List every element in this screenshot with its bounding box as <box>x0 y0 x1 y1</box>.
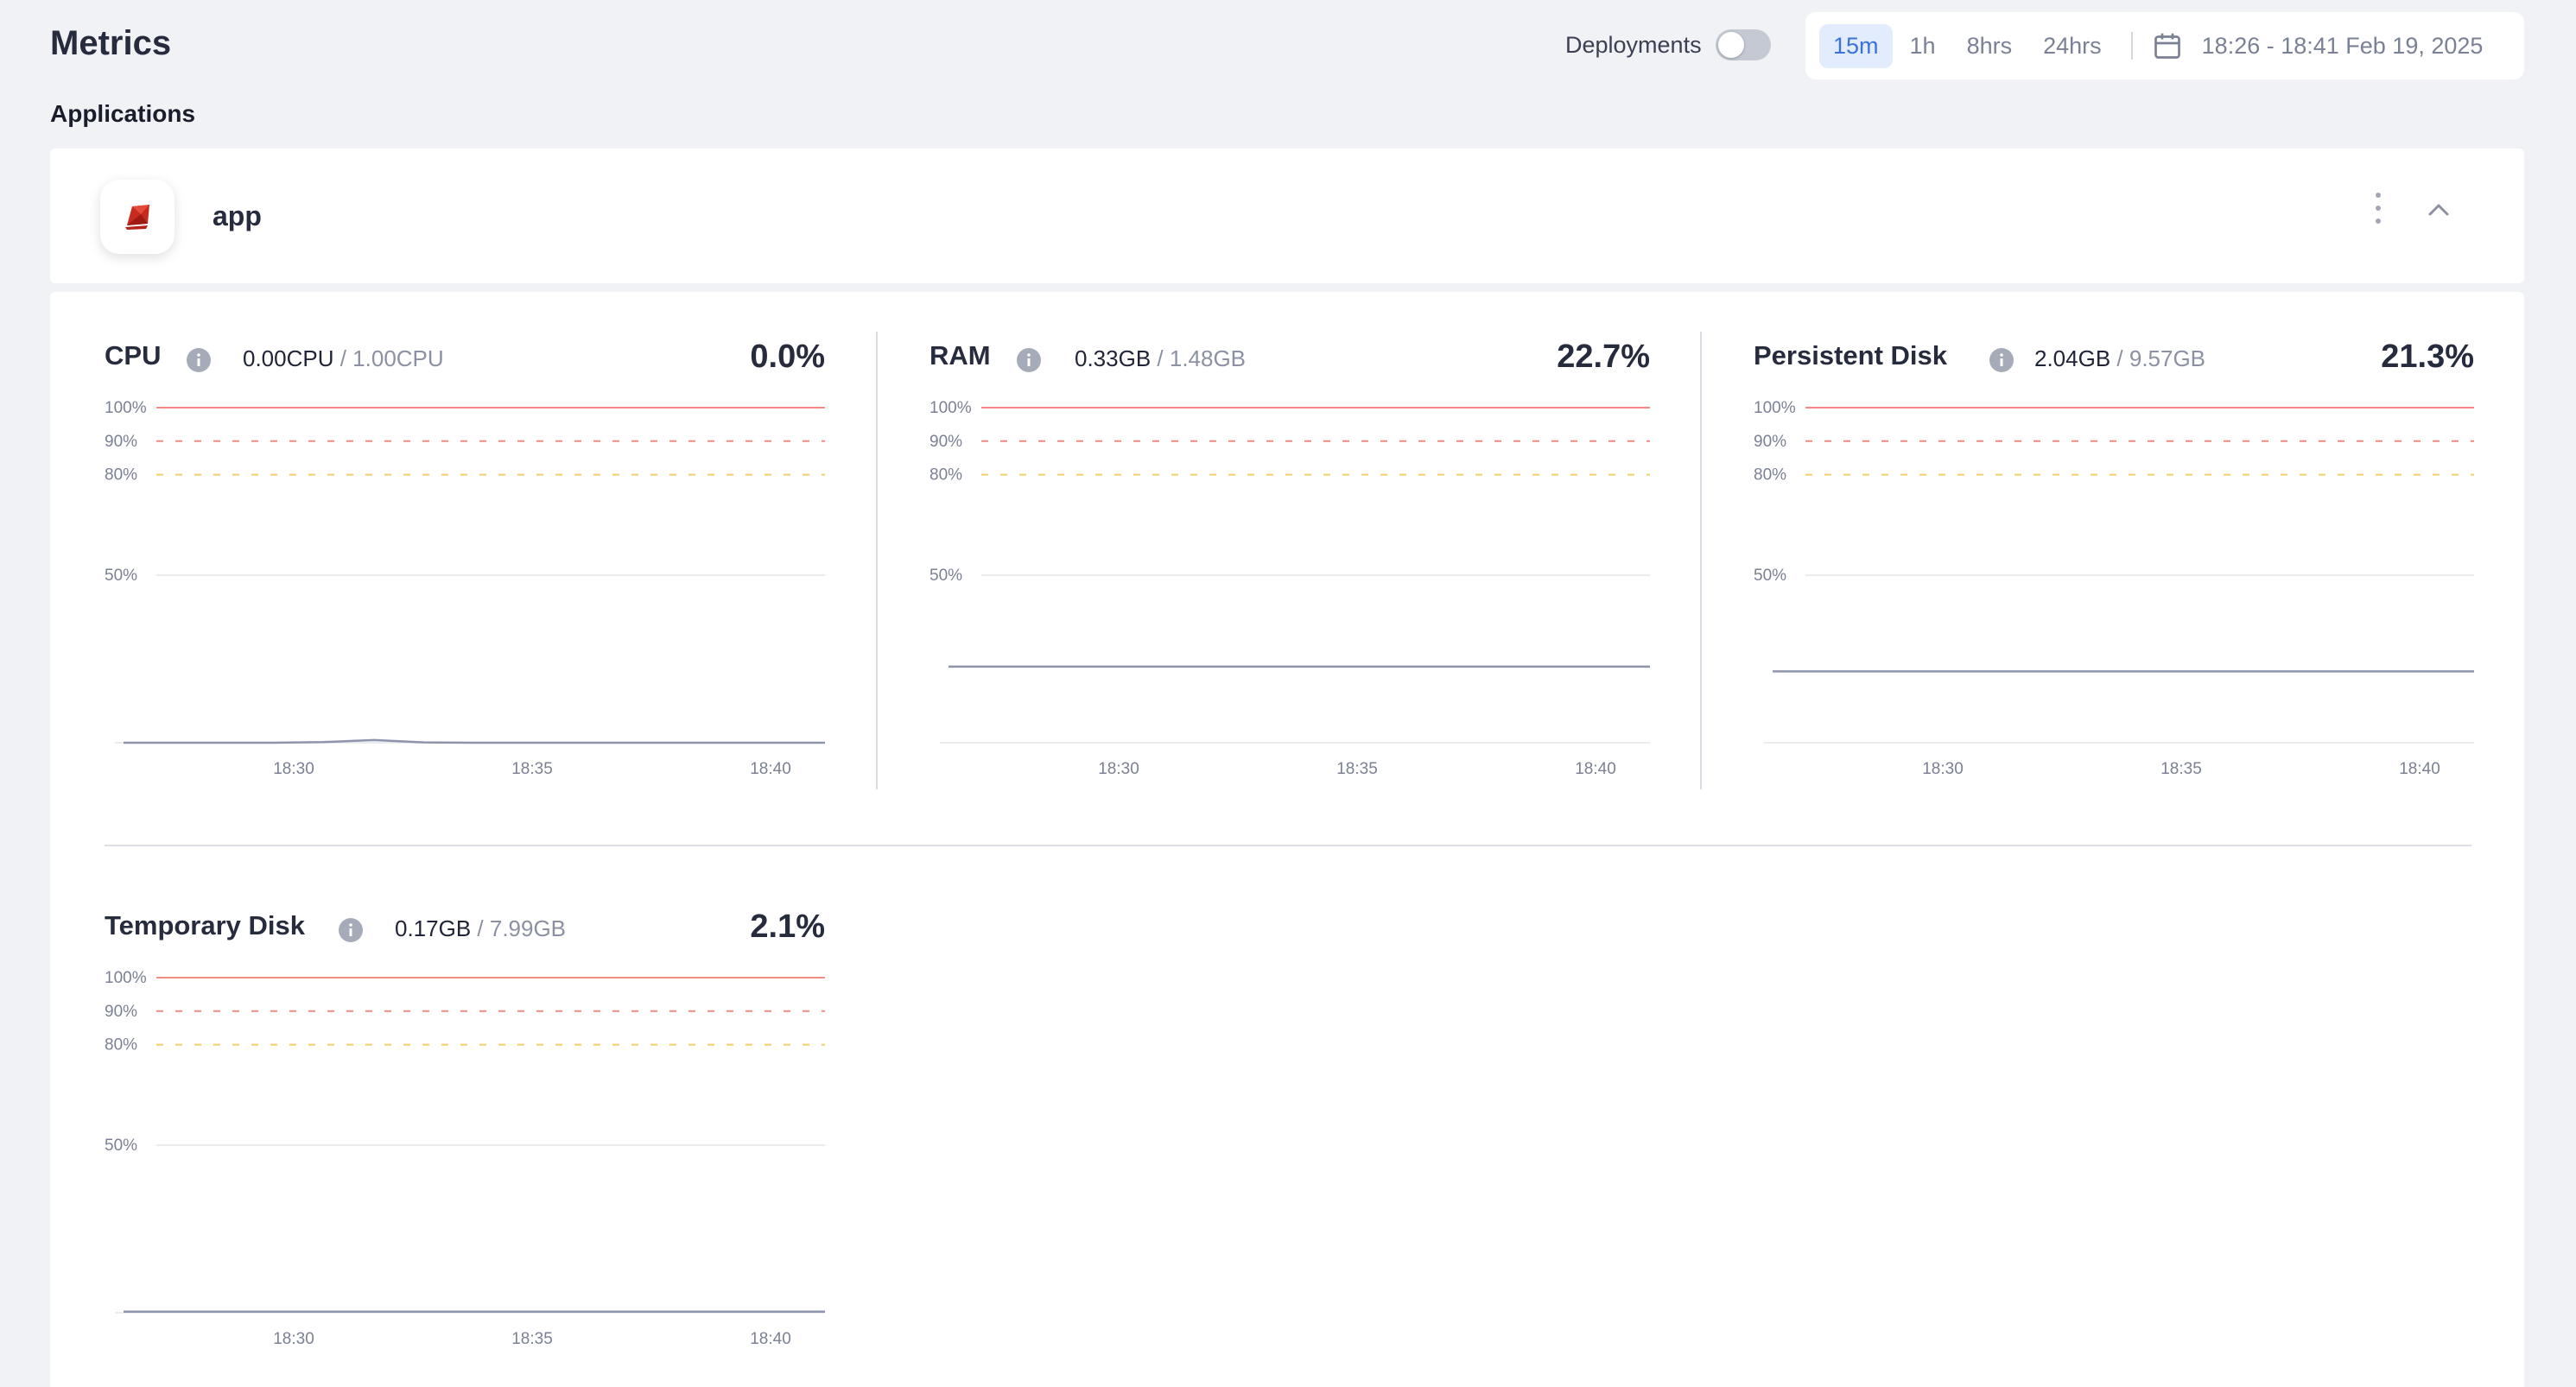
app-name: app <box>213 200 262 231</box>
range-option-24hrs[interactable]: 24hrs <box>2043 32 2102 59</box>
app-header-card: app <box>50 149 2524 283</box>
y-tick-label: 50% <box>1754 567 1786 585</box>
usage-percent: 22.7% <box>1557 339 1650 375</box>
toggle-knob <box>1717 32 1744 58</box>
calendar-icon[interactable] <box>2152 30 2183 61</box>
y-tick-label: 80% <box>105 1036 137 1054</box>
time-range-picker: 15m 1h 8hrs 24hrs 18:26 - 18:41 Feb 19, … <box>1805 12 2524 79</box>
info-icon[interactable] <box>338 917 364 943</box>
x-tick-label: 18:35 <box>511 760 553 778</box>
cpu-chart: 100% 90% 80% 50% 18:30 18:35 18:40 <box>105 399 825 778</box>
x-tick-label: 18:35 <box>511 1330 553 1348</box>
usage-percent: 2.1% <box>750 909 825 945</box>
chevron-up-icon[interactable] <box>2424 195 2453 225</box>
usage-readout: 0.33GB / 1.48GB <box>1075 345 1246 372</box>
app-logo <box>100 180 174 254</box>
panel-title: CPU <box>105 340 162 370</box>
usage-total: / 7.99GB <box>477 915 567 941</box>
ram-chart: 100% 90% 80% 50% 18:30 18:35 18:40 <box>930 399 1650 778</box>
y-tick-label: 90% <box>1754 433 1786 451</box>
usage-total: / 1.48GB <box>1157 345 1247 371</box>
y-tick-label: 100% <box>105 399 147 417</box>
y-tick-label: 80% <box>930 466 962 484</box>
more-options-icon[interactable] <box>2365 188 2391 228</box>
panel-divider <box>1700 332 1702 789</box>
x-tick-label: 18:40 <box>750 760 791 778</box>
panel-divider <box>876 332 878 789</box>
date-range-text[interactable]: 18:26 - 18:41 Feb 19, 2025 <box>2201 32 2484 59</box>
x-tick-label: 18:40 <box>1575 760 1616 778</box>
panel-title: Persistent Disk <box>1754 340 1947 370</box>
y-tick-label: 50% <box>930 567 962 585</box>
y-tick-label: 100% <box>1754 399 1796 417</box>
range-option-8hrs[interactable]: 8hrs <box>1966 32 2013 59</box>
info-icon[interactable] <box>1016 347 1042 373</box>
usage-used: 2.04GB <box>2034 345 2111 371</box>
deployments-label: Deployments <box>1565 31 1702 58</box>
usage-readout: 0.00CPU / 1.00CPU <box>243 345 444 372</box>
y-tick-label: 50% <box>105 567 137 585</box>
section-title: Applications <box>50 100 196 127</box>
y-tick-label: 100% <box>930 399 972 417</box>
panel-title: RAM <box>930 340 991 370</box>
y-tick-label: 90% <box>930 433 962 451</box>
x-tick-label: 18:40 <box>750 1330 791 1348</box>
usage-total: / 1.00CPU <box>339 345 444 371</box>
y-tick-label: 80% <box>1754 466 1786 484</box>
x-tick-label: 18:35 <box>1336 760 1378 778</box>
deployments-toggle[interactable] <box>1715 29 1771 60</box>
page-title: Metrics <box>50 24 172 62</box>
x-tick-label: 18:30 <box>273 1330 314 1348</box>
x-tick-label: 18:30 <box>1922 760 1964 778</box>
range-option-1h[interactable]: 1h <box>1909 32 1936 59</box>
usage-used: 0.17GB <box>395 915 472 941</box>
x-tick-label: 18:30 <box>273 760 314 778</box>
series-line <box>124 738 825 744</box>
y-tick-label: 90% <box>105 1003 137 1021</box>
x-tick-label: 18:35 <box>2160 760 2202 778</box>
panel-title: Temporary Disk <box>105 910 306 940</box>
usage-percent: 21.3% <box>2381 339 2474 375</box>
persistent-disk-chart: 100% 90% 80% 50% 18:30 18:35 18:40 <box>1754 399 2474 778</box>
y-tick-label: 50% <box>105 1137 137 1155</box>
temporary-disk-chart: 100% 90% 80% 50% 18:30 18:35 18:40 <box>105 969 825 1348</box>
row-divider <box>105 845 2471 846</box>
x-tick-label: 18:30 <box>1098 760 1139 778</box>
ruby-icon <box>125 205 149 230</box>
x-tick-label: 18:40 <box>2399 760 2440 778</box>
usage-used: 0.00CPU <box>243 345 334 371</box>
metrics-card: CPU 0.00CPU / 1.00CPU 0.0% 100% 90% 80% 50%… <box>50 292 2524 1387</box>
range-separator <box>2130 32 2133 60</box>
y-tick-label: 90% <box>105 433 137 451</box>
range-option-15m[interactable]: 15m <box>1819 23 1893 68</box>
deployments-control: Deployments <box>1565 29 1771 60</box>
usage-used: 0.33GB <box>1075 345 1152 371</box>
info-icon[interactable] <box>186 347 212 373</box>
usage-total: / 9.57GB <box>2116 345 2206 371</box>
usage-readout: 0.17GB / 7.99GB <box>395 915 566 942</box>
y-tick-label: 80% <box>105 466 137 484</box>
usage-percent: 0.0% <box>750 339 825 375</box>
info-icon[interactable] <box>1989 347 2014 373</box>
y-tick-label: 100% <box>105 969 147 987</box>
usage-readout: 2.04GB / 9.57GB <box>2034 345 2205 372</box>
